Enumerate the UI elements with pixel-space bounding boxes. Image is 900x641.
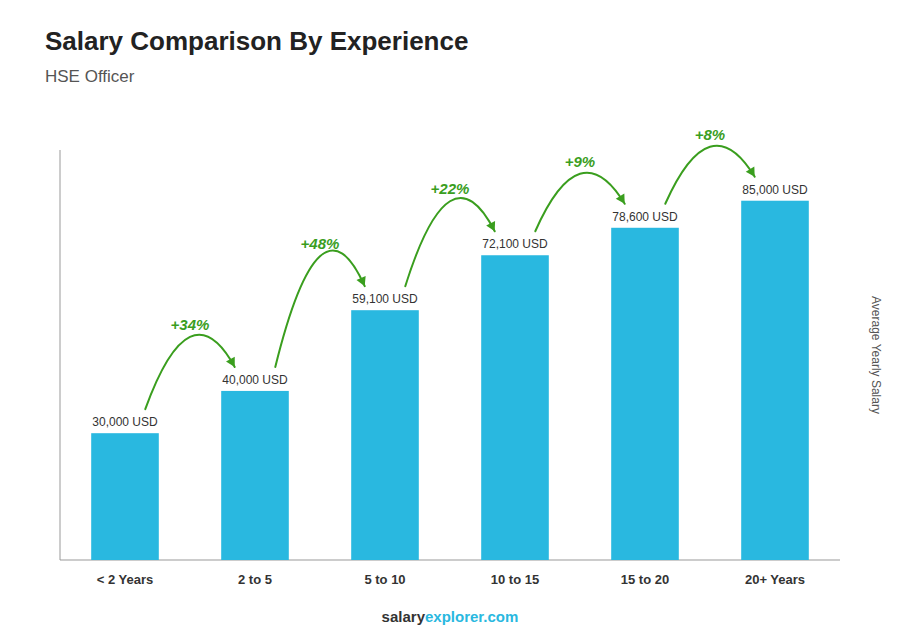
x-tick-label: 20+ Years bbox=[745, 572, 805, 587]
x-tick-label: 5 to 10 bbox=[364, 572, 405, 587]
y-axis-line bbox=[60, 150, 61, 560]
chart: Salary Comparison By Experience HSE Offic… bbox=[0, 0, 900, 641]
footer: salaryexplorer.com bbox=[382, 608, 519, 625]
footer-part: salary bbox=[382, 608, 426, 625]
change-arc bbox=[405, 198, 494, 286]
bar bbox=[221, 391, 289, 560]
title: Salary Comparison By Experience bbox=[45, 26, 468, 56]
arrowhead bbox=[746, 166, 755, 176]
bar bbox=[481, 255, 549, 560]
x-axis-line bbox=[60, 560, 840, 561]
bar bbox=[351, 310, 419, 560]
value-label: 59,100 USD bbox=[352, 292, 418, 306]
arrowhead bbox=[616, 193, 625, 203]
change-arc bbox=[145, 335, 234, 409]
change-label: +9% bbox=[565, 153, 595, 170]
change-label: +34% bbox=[171, 316, 210, 333]
x-tick-label: < 2 Years bbox=[97, 572, 154, 587]
change-arc bbox=[535, 173, 624, 232]
bar bbox=[741, 201, 809, 560]
value-label: 40,000 USD bbox=[222, 373, 288, 387]
change-arcs bbox=[145, 146, 754, 410]
value-label: 30,000 USD bbox=[92, 415, 158, 429]
value-label: 72,100 USD bbox=[482, 237, 548, 251]
change-arc bbox=[665, 146, 754, 204]
subtitle: HSE Officer bbox=[45, 67, 135, 86]
bar bbox=[91, 433, 159, 560]
arrowhead bbox=[356, 276, 365, 286]
x-tick-label: 2 to 5 bbox=[238, 572, 272, 587]
change-label: +22% bbox=[431, 180, 470, 197]
bars bbox=[91, 201, 809, 560]
value-label: 78,600 USD bbox=[612, 210, 678, 224]
change-arc bbox=[275, 250, 364, 367]
change-label: +8% bbox=[695, 126, 725, 143]
x-tick-label: 15 to 20 bbox=[621, 572, 669, 587]
arrowhead bbox=[486, 221, 495, 231]
value-label: 85,000 USD bbox=[742, 183, 808, 197]
change-label: +48% bbox=[301, 235, 340, 252]
footer-part: explorer.com bbox=[425, 608, 518, 625]
bar bbox=[611, 228, 679, 560]
y-axis-label: Average Yearly Salary bbox=[869, 296, 883, 414]
arrowhead bbox=[226, 357, 235, 367]
x-tick-label: 10 to 15 bbox=[491, 572, 539, 587]
